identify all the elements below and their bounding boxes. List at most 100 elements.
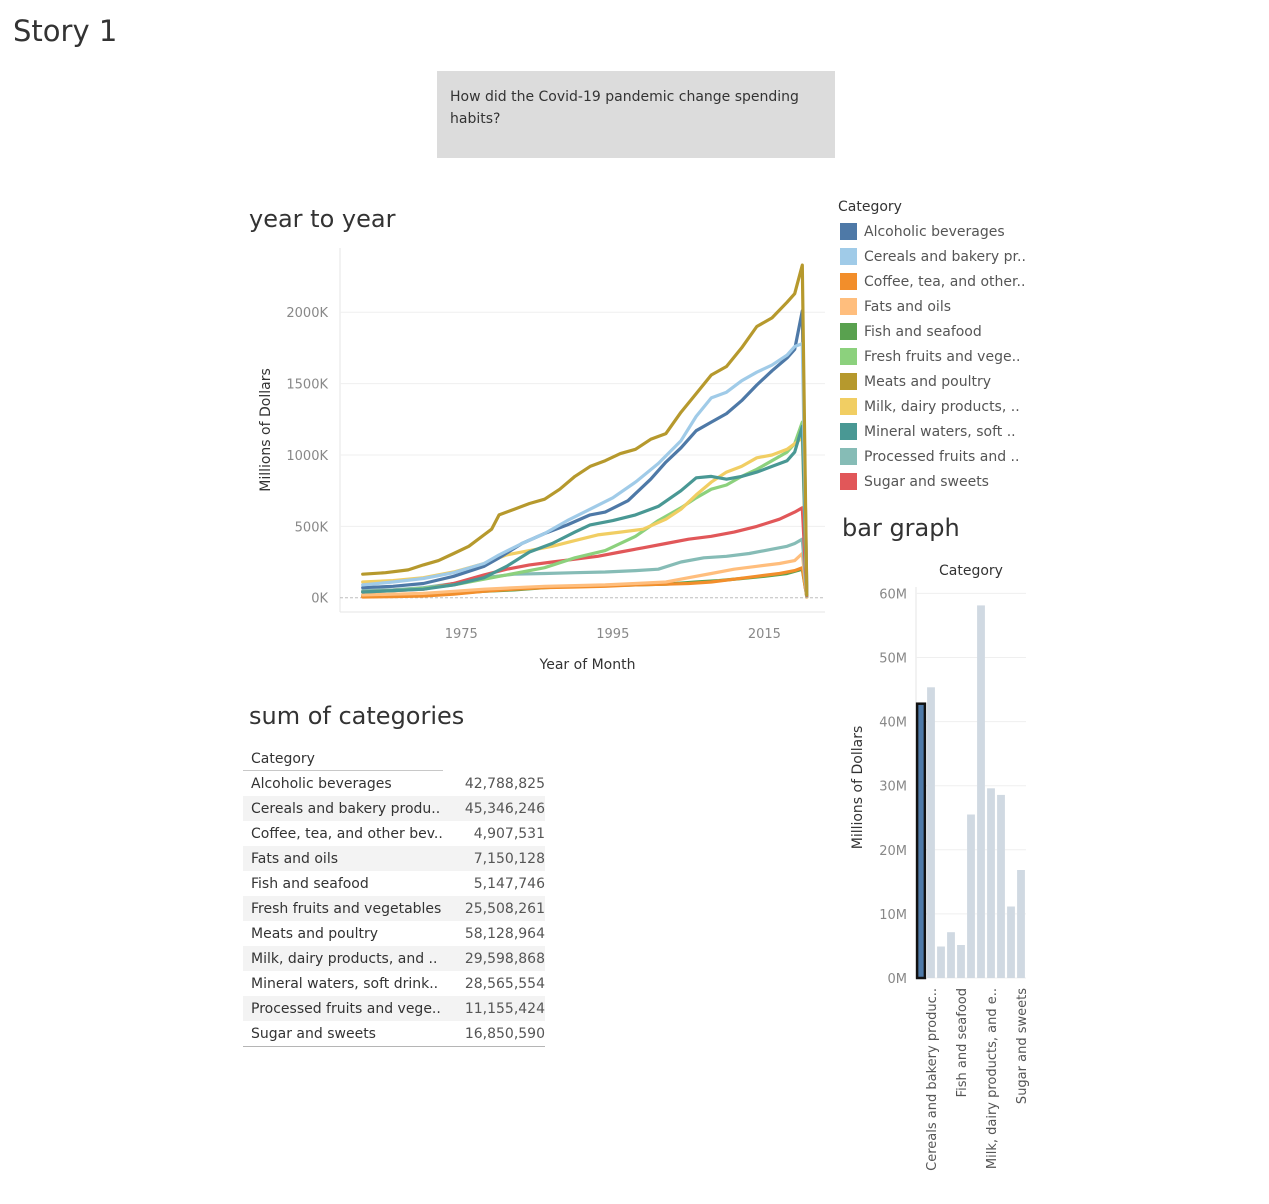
table-cell-category: Fats and oils <box>251 850 339 867</box>
bar-mineral-waters-soft-drinks[interactable] <box>997 794 1005 978</box>
table-cell-value: 5,147,746 <box>473 875 545 892</box>
table-cell-category: Meats and poultry <box>251 925 379 942</box>
table-row[interactable]: Cereals and bakery produ.. 45,346,246 <box>243 796 545 821</box>
bar-chart-y-tick-label: 20M <box>879 844 907 859</box>
table-row[interactable]: Alcoholic beverages 42,788,825 <box>243 771 545 796</box>
bar-chart-y-tick-label: 50M <box>879 652 907 667</box>
bar-chart-y-tick-label: 10M <box>879 908 907 923</box>
bar-alcoholic-beverages[interactable] <box>915 702 927 980</box>
series-line-cereals-and-bakery-products[interactable] <box>361 342 809 595</box>
line-chart-x-tick-label: 2015 <box>748 627 781 642</box>
bar-fats-and-oils[interactable] <box>947 932 955 978</box>
bar-chart-x-tick-label: Milk, dairy products, and e.. <box>985 988 1000 1169</box>
bar-fresh-fruits-and-vegetables[interactable] <box>967 814 975 979</box>
legend-item-processed-fruits-and-vegetables[interactable]: Processed fruits and .. <box>838 444 1038 469</box>
sum-table[interactable]: Category Alcoholic beverages 42,788,825 Ce… <box>243 748 545 1047</box>
line-chart-x-tick-label: 1975 <box>445 627 478 642</box>
bar-sugar-and-sweets[interactable] <box>1017 870 1025 978</box>
table-row[interactable]: Fish and seafood 5,147,746 <box>243 871 545 896</box>
legend-item-cereals-and-bakery-products[interactable]: Cereals and bakery pr.. <box>838 244 1038 269</box>
table-row[interactable]: Mineral waters, soft drink.. 28,565,554 <box>243 971 545 996</box>
bar-processed-fruits-and-vegetables[interactable] <box>1007 906 1015 979</box>
series-line-fats-and-oils[interactable] <box>361 551 809 599</box>
table-row[interactable]: Fats and oils 7,150,128 <box>243 846 545 871</box>
legend-swatch <box>840 323 857 340</box>
category-legend[interactable]: Category Alcoholic beverages Cereals and … <box>838 199 1038 494</box>
legend-label: Mineral waters, soft .. <box>864 423 1016 440</box>
table-cell-category: Sugar and sweets <box>251 1025 376 1042</box>
bar-chart-y-axis-title: Millions of Dollars <box>850 726 866 850</box>
story-caption[interactable]: How did the Covid-19 pandemic change spe… <box>437 71 835 158</box>
legend-item-meats-and-poultry[interactable]: Meats and poultry <box>838 369 1038 394</box>
legend-swatch <box>840 298 857 315</box>
bar-chart-y-tick-label: 60M <box>879 587 907 602</box>
bar-chart-y-tick-label: 30M <box>879 780 907 795</box>
series-line-alcoholic-beverages[interactable] <box>361 309 809 595</box>
table-cell-category: Cereals and bakery produ.. <box>251 800 441 817</box>
legend-item-mineral-waters-soft-drinks[interactable]: Mineral waters, soft .. <box>838 419 1038 444</box>
series-line-meats-and-poultry[interactable] <box>361 263 809 597</box>
legend-swatch <box>840 348 857 365</box>
legend-swatch <box>840 473 857 490</box>
table-row[interactable]: Meats and poultry 58,128,964 <box>243 921 545 946</box>
table-cell-category: Processed fruits and vege.. <box>251 1000 441 1017</box>
legend-item-milk-dairy-products-and-eggs[interactable]: Milk, dairy products, .. <box>838 394 1038 419</box>
table-cell-value: 11,155,424 <box>464 1000 545 1017</box>
table-cell-category: Alcoholic beverages <box>251 775 392 792</box>
table-cell-category: Coffee, tea, and other bev.. <box>251 825 443 842</box>
legend-item-fresh-fruits-and-vegetables[interactable]: Fresh fruits and vege.. <box>838 344 1038 369</box>
bar-cereals-and-bakery-products[interactable] <box>927 687 935 978</box>
legend-swatch <box>840 448 857 465</box>
legend-label: Fish and seafood <box>864 323 982 340</box>
legend-item-fish-and-seafood[interactable]: Fish and seafood <box>838 319 1038 344</box>
legend-item-alcoholic-beverages[interactable]: Alcoholic beverages <box>838 219 1038 244</box>
bar-chart-x-axis-title: Category <box>939 563 1003 579</box>
legend-swatch <box>840 273 857 290</box>
line-chart-y-tick-label: 1500K <box>286 378 328 393</box>
bar-coffee-tea-and-other-beverages[interactable] <box>937 946 945 979</box>
table-cell-value: 42,788,825 <box>464 775 545 792</box>
bar-chart-title: bar graph <box>842 514 960 542</box>
table-row[interactable]: Coffee, tea, and other bev.. 4,907,531 <box>243 821 545 846</box>
series-line-sugar-and-sweets[interactable] <box>361 506 809 598</box>
table-footer-rule <box>243 1046 545 1047</box>
bar-milk-dairy-products-and-eggs[interactable] <box>987 788 995 978</box>
line-chart-y-tick-label: 2000K <box>286 306 328 321</box>
bar-meats-and-poultry[interactable] <box>977 605 985 978</box>
bar-chart-x-tick-label: Fish and seafood <box>955 988 970 1097</box>
table-row[interactable]: Sugar and sweets 16,850,590 <box>243 1021 545 1046</box>
legend-label: Sugar and sweets <box>864 473 989 490</box>
table-cell-category: Milk, dairy products, and .. <box>251 950 438 967</box>
table-cell-value: 16,850,590 <box>464 1025 545 1042</box>
table-row[interactable]: Processed fruits and vege.. 11,155,424 <box>243 996 545 1021</box>
legend-swatch <box>840 398 857 415</box>
legend-label: Cereals and bakery pr.. <box>864 248 1026 265</box>
table-cell-value: 25,508,261 <box>464 900 545 917</box>
bar-fish-and-seafood[interactable] <box>957 945 965 978</box>
legend-label: Fresh fruits and vege.. <box>864 348 1021 365</box>
table-row[interactable]: Fresh fruits and vegetables 25,508,261 <box>243 896 545 921</box>
legend-item-fats-and-oils[interactable]: Fats and oils <box>838 294 1038 319</box>
legend-item-coffee-tea-and-other-beverages[interactable]: Coffee, tea, and other.. <box>838 269 1038 294</box>
legend-title: Category <box>838 199 902 215</box>
line-chart-x-axis-title: Year of Month <box>539 657 636 673</box>
table-cell-value: 29,598,868 <box>464 950 545 967</box>
legend-label: Fats and oils <box>864 298 952 315</box>
series-line-mineral-waters-soft-drinks[interactable] <box>361 424 809 597</box>
story-title: Story 1 <box>13 14 118 48</box>
legend-label: Processed fruits and .. <box>864 448 1020 465</box>
bar-chart-x-tick-label: Cereals and bakery produc.. <box>925 988 940 1171</box>
table-title: sum of categories <box>249 702 465 730</box>
table-header-category[interactable]: Category <box>243 748 443 771</box>
table-cell-value: 58,128,964 <box>464 925 545 942</box>
legend-item-sugar-and-sweets[interactable]: Sugar and sweets <box>838 469 1038 494</box>
table-cell-value: 4,907,531 <box>473 825 545 842</box>
legend-label: Meats and poultry <box>864 373 992 390</box>
line-chart-title: year to year <box>249 205 396 233</box>
table-row[interactable]: Milk, dairy products, and .. 29,598,868 <box>243 946 545 971</box>
table-cell-value: 28,565,554 <box>464 975 545 992</box>
bar-chart-x-tick-label: Sugar and sweets <box>1015 988 1030 1104</box>
legend-label: Milk, dairy products, .. <box>864 398 1020 415</box>
